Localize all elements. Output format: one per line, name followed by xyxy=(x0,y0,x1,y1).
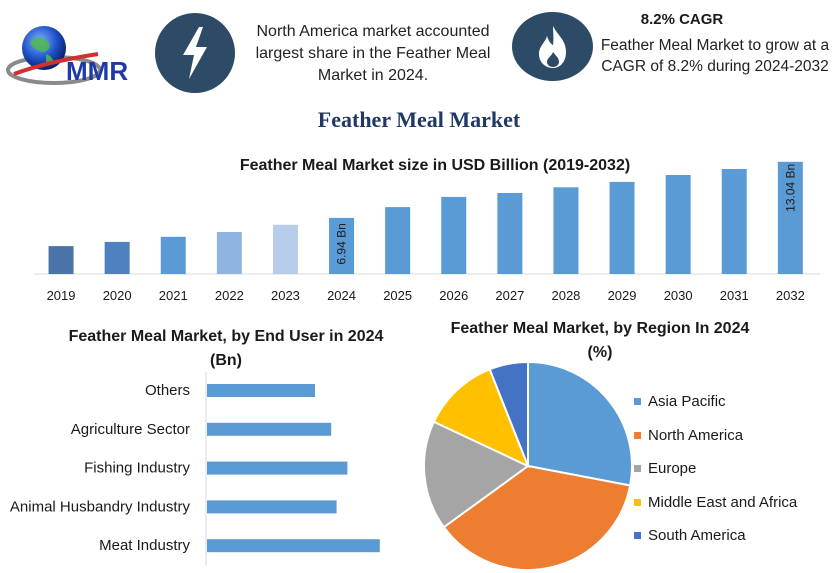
legend-swatch xyxy=(634,398,641,406)
pie-slice-europe xyxy=(423,420,530,529)
end-user-bar-chart: Others Agriculture Sector Fishing Industry… xyxy=(10,372,380,566)
legend-swatch xyxy=(634,498,641,506)
hbar-meat-industry xyxy=(207,539,380,553)
region-chart-title: Feather Meal Market, by Region In 2024 (… xyxy=(450,320,750,361)
lightning-bolt-icon xyxy=(155,13,235,93)
pie-slice-south-america xyxy=(488,360,529,467)
y-tick-label-fishing-industry: Fishing Industry xyxy=(84,460,190,477)
data-label-2032: 13.04 Bn xyxy=(783,164,797,212)
bar-2020 xyxy=(104,241,130,274)
x-tick-label-2031: 2031 xyxy=(720,288,749,303)
x-tick-label-2022: 2022 xyxy=(215,288,244,303)
legend-swatch xyxy=(634,532,641,540)
bar-2024 xyxy=(329,217,355,274)
mmr-logo: MMR xyxy=(6,14,148,94)
legend-item-south-america: South America xyxy=(634,519,797,553)
region-pie-chart xyxy=(423,360,633,571)
legend-label: Asia Pacific xyxy=(648,393,726,411)
logo-text: MMR xyxy=(66,56,128,86)
bar-2019 xyxy=(48,246,74,274)
bar-2021 xyxy=(160,236,186,274)
legend-swatch xyxy=(634,465,641,473)
x-tick-label-2021: 2021 xyxy=(159,288,188,303)
x-tick-label-2024: 2024 xyxy=(327,288,356,303)
bar-2030 xyxy=(665,175,691,274)
bar-2031 xyxy=(721,169,747,274)
x-tick-label-2019: 2019 xyxy=(47,288,76,303)
y-tick-label-agriculture-sector: Agriculture Sector xyxy=(71,421,190,438)
bar-2022 xyxy=(216,232,242,274)
bar-2032 xyxy=(777,161,803,274)
data-label-2024: 6.94 Bn xyxy=(335,223,349,264)
cagr-title: 8.2% CAGR xyxy=(640,11,724,28)
hbar-fishing-industry xyxy=(207,461,348,475)
y-tick-label-animal-husbandry-industry: Animal Husbandry Industry xyxy=(10,498,191,515)
legend-item-asia-pacific: Asia Pacific xyxy=(634,385,797,419)
x-tick-label-2020: 2020 xyxy=(103,288,132,303)
end-user-chart-title: Feather Meal Market, by End User in 2024… xyxy=(68,328,384,369)
hbar-agriculture-sector xyxy=(207,422,332,436)
y-tick-label-others: Others xyxy=(145,382,190,399)
hbar-others xyxy=(207,384,315,397)
flame-icon xyxy=(512,12,593,81)
legend-label: South America xyxy=(648,527,746,545)
legend-label: Middle East and Africa xyxy=(648,493,798,511)
legend-label: Europe xyxy=(648,460,697,478)
x-tick-label-2023: 2023 xyxy=(271,288,300,303)
legend-swatch xyxy=(634,431,641,439)
market-size-chart-title: Feather Meal Market size in USD Billion … xyxy=(239,157,631,174)
x-tick-label-2030: 2030 xyxy=(664,288,693,303)
legend-item-europe: Europe xyxy=(634,452,797,486)
legend-item-north-america: North America xyxy=(634,419,797,453)
bar-2023 xyxy=(272,224,298,274)
x-tick-label-2027: 2027 xyxy=(495,288,524,303)
bar-2027 xyxy=(497,193,523,274)
x-tick-label-2025: 2025 xyxy=(383,288,412,303)
bar-2026 xyxy=(441,196,467,274)
region-legend: Asia Pacific North America Europe Middle Ea… xyxy=(634,385,797,553)
x-tick-label-2032: 2032 xyxy=(776,288,805,303)
legend-label: North America xyxy=(648,426,744,444)
cagr-description: Feather Meal Market to grow at a CAGR of… xyxy=(600,37,830,75)
pie-slice-middle-east-and-africa xyxy=(432,368,530,468)
bar-2025 xyxy=(385,207,411,274)
market-size-bar-chart: 2019 2020 2021 2022 2023 2024 2025 2026 2027 2028… xyxy=(34,161,820,303)
x-tick-label-2026: 2026 xyxy=(439,288,468,303)
page-title: Feather Meal Market xyxy=(317,107,521,132)
bar-2028 xyxy=(553,187,579,274)
bar-2029 xyxy=(609,181,635,274)
legend-item-middle-east-and-africa: Middle East and Africa xyxy=(634,486,797,520)
hbar-animal-husbandry-industry xyxy=(207,500,337,514)
pie-slice-north-america xyxy=(442,464,632,571)
market-share-fact: North America market accounted largest s… xyxy=(255,23,491,84)
x-tick-label-2029: 2029 xyxy=(608,288,637,303)
pie-slice-asia-pacific xyxy=(527,360,633,487)
x-tick-label-2028: 2028 xyxy=(551,288,580,303)
y-tick-label-meat-industry: Meat Industry xyxy=(99,537,190,554)
